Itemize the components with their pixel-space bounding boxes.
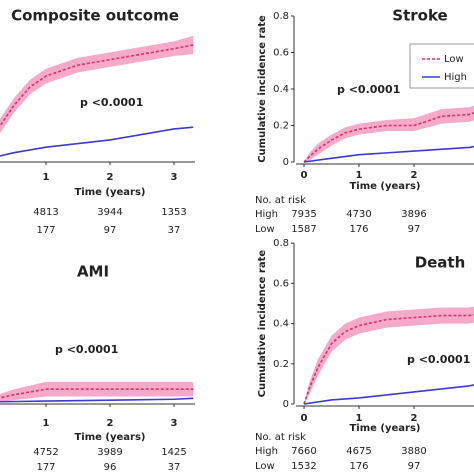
y-tick-label: 0.6 [273,48,289,59]
x-tick-label: 1 [356,170,363,181]
risk-count: 3896 [401,209,426,220]
risk-count: 177 [36,225,55,236]
confidence-band [0,35,194,134]
risk-count: 37 [168,225,181,236]
risk-row-label: High [255,209,278,220]
x-tick-label: 3 [171,172,178,183]
curve [0,44,194,128]
risk-count: 3880 [401,446,426,457]
risk-count: 4813 [33,207,58,218]
x-axis-label: Time (years) [74,187,145,198]
curve [303,313,474,405]
confidence-band [0,381,194,402]
legend-label: Low [444,54,464,65]
risk-count: 4752 [33,447,58,458]
risk-count: 97 [408,224,421,235]
x-tick-label: 2 [411,170,418,181]
risk-count: 1425 [161,447,186,458]
legend-label: High [444,72,467,83]
y-axis-label: Cumulative incidence rate [257,250,268,398]
y-tick-label: 0.4 [273,319,289,330]
risk-count: 176 [349,224,368,235]
x-tick-label: 0 [301,170,308,181]
x-axis-label: Time (years) [74,432,145,443]
p-value: p <0.0001 [337,83,400,96]
panel-title: AMI [77,263,109,281]
x-tick-label: 1 [43,172,50,183]
risk-count: 7935 [291,209,316,220]
curve [0,388,194,399]
x-tick-label: 2 [107,172,114,183]
risk-count: 1587 [291,224,316,235]
y-tick-label: 0.6 [273,278,289,289]
y-tick-label: 0.8 [273,11,289,22]
panel-title: Composite outcome [11,7,179,25]
x-tick-label: 1 [356,413,363,424]
y-tick-label: 0.4 [273,84,289,95]
p-value: p <0.0001 [55,343,118,356]
y-tick-label: 0.2 [273,121,289,132]
y-axis-label: Cumulative incidence rate [257,15,268,163]
risk-count: 3989 [97,447,122,458]
x-tick-label: 2 [411,413,418,424]
p-value: p <0.0001 [407,353,470,366]
x-axis-label: Time (years) [349,181,420,192]
risk-count: 176 [349,461,368,472]
confidence-band [304,105,474,162]
risk-count: 4730 [346,209,371,220]
risk-count: 37 [168,462,181,473]
risk-table-title: No. at risk [255,195,306,206]
x-tick-label: 3 [171,418,178,429]
risk-table-title: No. at risk [255,432,306,443]
curve [0,126,194,157]
risk-count: 3944 [97,207,122,218]
panel-title: Stroke [392,7,447,25]
y-tick-label: 0 [283,399,289,410]
x-tick-label: 1 [43,418,50,429]
risk-count: 177 [36,462,55,473]
risk-count: 97 [104,225,117,236]
risk-count: 4675 [346,446,371,457]
y-tick-label: 0.2 [273,359,289,370]
curve [0,397,194,403]
risk-count: 1532 [291,461,316,472]
risk-count: 7660 [291,446,316,457]
panel-title: Death [415,254,466,272]
risk-count: 97 [408,461,421,472]
risk-row-label: Low [255,461,275,472]
x-axis-label: Time (years) [349,423,420,434]
curve [303,112,474,163]
legend-box [409,43,474,89]
y-tick-label: 0.8 [273,238,289,249]
p-value: p <0.0001 [80,96,143,109]
x-tick-label: 2 [107,418,114,429]
curve [303,145,474,163]
curve [303,384,474,405]
risk-count: 1353 [161,207,186,218]
x-tick-label: 0 [301,413,308,424]
y-tick-label: 0 [283,157,289,168]
risk-row-label: High [255,446,278,457]
risk-row-label: Low [255,224,275,235]
risk-count: 96 [104,462,117,473]
